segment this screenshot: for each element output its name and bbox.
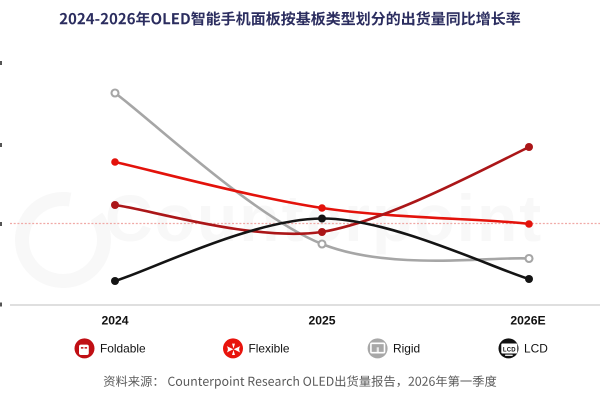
svg-text:Rigid: Rigid (393, 341, 420, 355)
svg-text:2026E: 2026E (510, 314, 545, 328)
svg-text:Flexible: Flexible (249, 341, 290, 355)
svg-text:LCD: LCD (503, 348, 516, 354)
svg-text:2025: 2025 (308, 314, 335, 328)
svg-text:LCD: LCD (524, 341, 548, 355)
svg-text:2024: 2024 (101, 314, 128, 328)
svg-text:Foldable: Foldable (100, 341, 146, 355)
